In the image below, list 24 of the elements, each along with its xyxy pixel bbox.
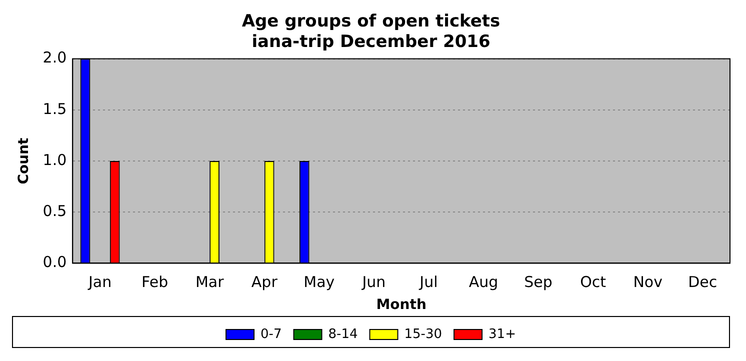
x-tick-label: May	[304, 273, 335, 292]
legend-label: 31+	[488, 326, 516, 342]
y-tick-label: 0.5	[42, 202, 67, 220]
x-tick-label: Apr	[251, 273, 278, 292]
x-tick-label: Jan	[87, 273, 112, 292]
y-tick-label: 2.0	[42, 48, 67, 67]
x-tick-label: Sep	[524, 273, 552, 292]
y-tick-label: 0.0	[42, 253, 67, 272]
x-tick-label: Feb	[142, 273, 168, 292]
x-tick-label: Oct	[580, 273, 606, 292]
x-tick-label: Mar	[195, 273, 225, 292]
x-tick-label: Dec	[688, 273, 718, 292]
legend-label: 0-7	[260, 326, 282, 342]
legend-label: 8-14	[328, 326, 358, 342]
chart-title: Age groups of open tickets iana-trip December 2016	[242, 12, 500, 52]
x-tick-label: Nov	[633, 273, 663, 292]
x-tick-label: Jun	[361, 273, 386, 292]
y-tick-label: 1.0	[42, 150, 67, 169]
y-tick-label: 1.5	[42, 100, 67, 118]
x-tick-label: Jul	[418, 273, 438, 292]
legend-label: 15-30	[404, 326, 442, 342]
y-axis-title: Count	[16, 137, 32, 184]
x-axis-title: Month	[376, 297, 426, 314]
x-tick-label: Aug	[468, 273, 498, 292]
